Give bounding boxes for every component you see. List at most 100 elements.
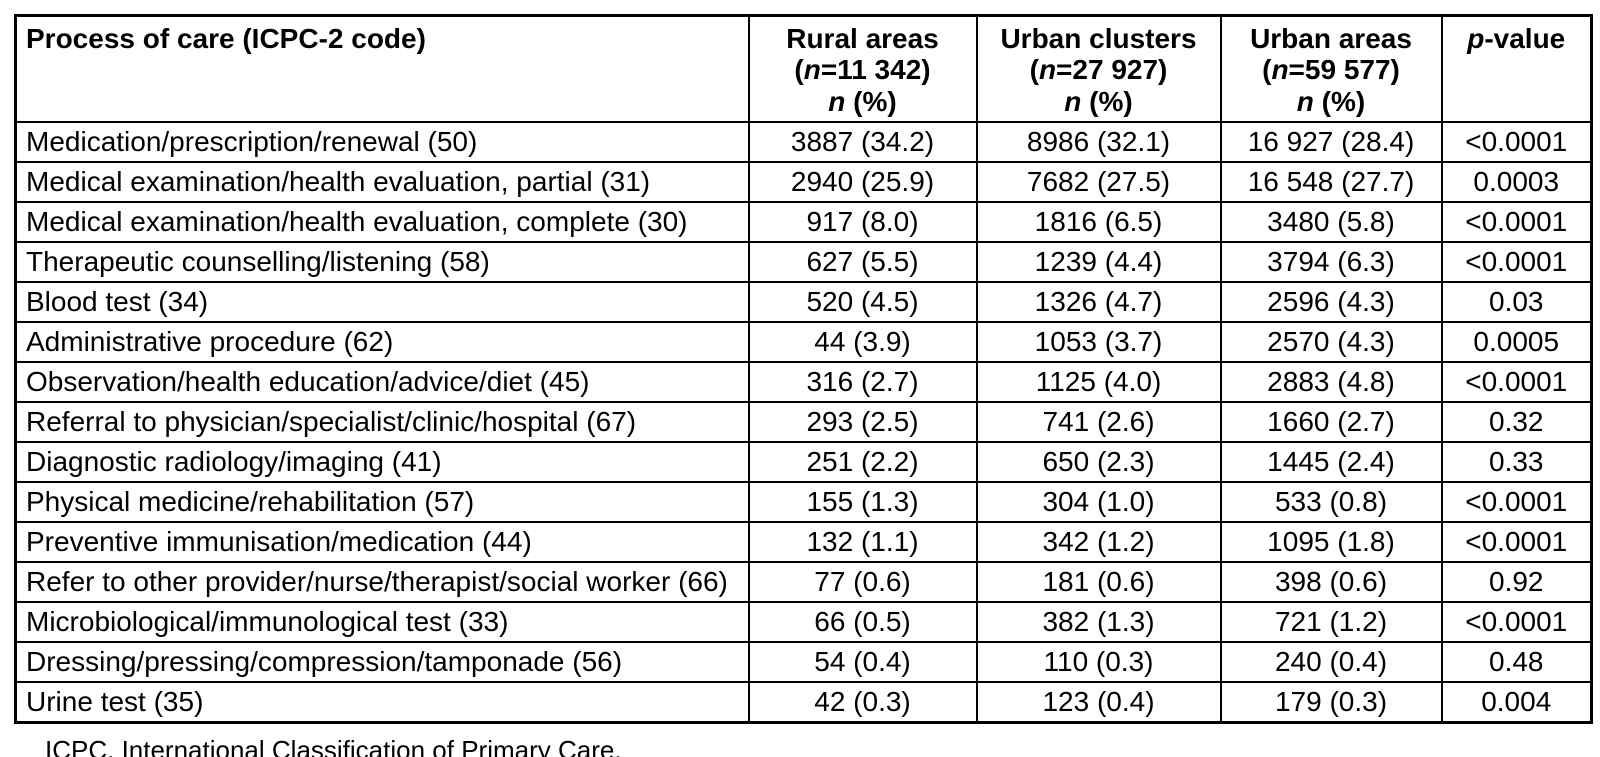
p-value: 0.32 [1440, 401, 1593, 444]
process-label: Therapeutic counselling/listening (58) [14, 241, 750, 284]
rural-value: 917 (8.0) [747, 201, 978, 244]
table-footnote: ICPC, International Classification of Pr… [45, 734, 622, 757]
table-row: Medical examination/health evaluation, p… [14, 161, 1593, 204]
table-container: Process of care (ICPC-2 code) Rural area… [14, 14, 1593, 757]
urban-clusters-value: 741 (2.6) [975, 401, 1222, 444]
urban-areas-value: 398 (0.6) [1219, 561, 1443, 604]
rural-value: 44 (3.9) [747, 321, 978, 364]
process-label: Administrative procedure (62) [14, 321, 750, 364]
col-title: Rural areas [786, 23, 939, 54]
urban-clusters-value: 1816 (6.5) [975, 201, 1222, 244]
urban-clusters-value: 1125 (4.0) [975, 361, 1222, 404]
process-label: Physical medicine/rehabilitation (57) [14, 481, 750, 524]
urban-areas-value: 3480 (5.8) [1219, 201, 1443, 244]
urban-areas-value: 1660 (2.7) [1219, 401, 1443, 444]
rural-value: 155 (1.3) [747, 481, 978, 524]
table-row: Diagnostic radiology/imaging (41) 251 (2… [14, 441, 1593, 484]
process-label: Refer to other provider/nurse/therapist/… [14, 561, 750, 604]
p-value: <0.0001 [1440, 481, 1593, 524]
col-header-p-value: p-value [1440, 14, 1593, 124]
table-row: Therapeutic counselling/listening (58) 6… [14, 241, 1593, 284]
process-label: Preventive immunisation/medication (44) [14, 521, 750, 564]
table-row: Refer to other provider/nurse/therapist/… [14, 561, 1593, 604]
urban-areas-value: 1095 (1.8) [1219, 521, 1443, 564]
rural-value: 54 (0.4) [747, 641, 978, 684]
rural-value: 77 (0.6) [747, 561, 978, 604]
table-row: Referral to physician/specialist/clinic/… [14, 401, 1593, 444]
urban-clusters-value: 110 (0.3) [975, 641, 1222, 684]
table-row: Preventive immunisation/medication (44) … [14, 521, 1593, 564]
p-value: <0.0001 [1440, 601, 1593, 644]
p-value: <0.0001 [1440, 201, 1593, 244]
process-label: Microbiological/immunological test (33) [14, 601, 750, 644]
table-row: Observation/health education/advice/diet… [14, 361, 1593, 404]
col-header-process-of-care: Process of care (ICPC-2 code) [14, 14, 750, 124]
urban-areas-value: 240 (0.4) [1219, 641, 1443, 684]
p-value: <0.0001 [1440, 361, 1593, 404]
p-value: 0.004 [1440, 681, 1593, 724]
urban-clusters-value: 1239 (4.4) [975, 241, 1222, 284]
process-of-care-table: Process of care (ICPC-2 code) Rural area… [14, 14, 1593, 724]
p-value: 0.48 [1440, 641, 1593, 684]
rural-value: 3887 (34.2) [747, 121, 978, 164]
urban-clusters-value: 7682 (27.5) [975, 161, 1222, 204]
rural-value: 42 (0.3) [747, 681, 978, 724]
table-row: Microbiological/immunological test (33) … [14, 601, 1593, 644]
urban-clusters-value: 382 (1.3) [975, 601, 1222, 644]
col-sample-size: (n=27 927) [1029, 54, 1168, 86]
table-row: Physical medicine/rehabilitation (57) 15… [14, 481, 1593, 524]
urban-areas-value: 533 (0.8) [1219, 481, 1443, 524]
table-row: Urine test (35) 42 (0.3) 123 (0.4) 179 (… [14, 681, 1593, 724]
p-value: 0.0003 [1440, 161, 1593, 204]
urban-areas-value: 721 (1.2) [1219, 601, 1443, 644]
table-row: Medical examination/health evaluation, c… [14, 201, 1593, 244]
process-label: Urine test (35) [14, 681, 750, 724]
p-value: <0.0001 [1440, 521, 1593, 564]
p-value: 0.03 [1440, 281, 1593, 324]
col-title: Urban clusters [1000, 23, 1197, 54]
urban-areas-value: 16 927 (28.4) [1219, 121, 1443, 164]
urban-clusters-value: 304 (1.0) [975, 481, 1222, 524]
rural-value: 251 (2.2) [747, 441, 978, 484]
rural-value: 66 (0.5) [747, 601, 978, 644]
process-label: Referral to physician/specialist/clinic/… [14, 401, 750, 444]
col-sample-size: (n=11 342) [794, 54, 931, 86]
col-title: Urban areas [1250, 23, 1412, 54]
urban-areas-value: 2883 (4.8) [1219, 361, 1443, 404]
process-label: Medication/prescription/renewal (50) [14, 121, 750, 164]
rural-value: 132 (1.1) [747, 521, 978, 564]
rural-value: 316 (2.7) [747, 361, 978, 404]
urban-areas-value: 2596 (4.3) [1219, 281, 1443, 324]
process-label: Medical examination/health evaluation, p… [14, 161, 750, 204]
urban-areas-value: 2570 (4.3) [1219, 321, 1443, 364]
p-value: 0.33 [1440, 441, 1593, 484]
urban-clusters-value: 1053 (3.7) [975, 321, 1222, 364]
urban-clusters-value: 342 (1.2) [975, 521, 1222, 564]
process-label: Dressing/pressing/compression/tamponade … [14, 641, 750, 684]
table-row: Administrative procedure (62) 44 (3.9) 1… [14, 321, 1593, 364]
urban-clusters-value: 1326 (4.7) [975, 281, 1222, 324]
col-sample-size: (n=59 577) [1262, 54, 1400, 86]
col-header-rural-areas: Rural areas (n=11 342) n (%) [747, 14, 978, 124]
rural-value: 2940 (25.9) [747, 161, 978, 204]
process-label: Blood test (34) [14, 281, 750, 324]
col-header-urban-areas: Urban areas (n=59 577) n (%) [1219, 14, 1443, 124]
process-label: Observation/health education/advice/diet… [14, 361, 750, 404]
urban-clusters-value: 8986 (32.1) [975, 121, 1222, 164]
table-row: Medication/prescription/renewal (50) 388… [14, 121, 1593, 164]
col-header-urban-clusters: Urban clusters (n=27 927) n (%) [975, 14, 1222, 124]
process-label: Diagnostic radiology/imaging (41) [14, 441, 750, 484]
p-value: <0.0001 [1440, 241, 1593, 284]
table-row: Dressing/pressing/compression/tamponade … [14, 641, 1593, 684]
col-unit: n (%) [1064, 85, 1133, 117]
col-unit: n (%) [828, 85, 897, 117]
urban-clusters-value: 181 (0.6) [975, 561, 1222, 604]
p-value: 0.92 [1440, 561, 1593, 604]
urban-areas-value: 1445 (2.4) [1219, 441, 1443, 484]
urban-areas-value: 3794 (6.3) [1219, 241, 1443, 284]
col-unit: n (%) [1296, 85, 1366, 117]
rural-value: 520 (4.5) [747, 281, 978, 324]
urban-areas-value: 16 548 (27.7) [1219, 161, 1443, 204]
urban-areas-value: 179 (0.3) [1219, 681, 1443, 724]
rural-value: 627 (5.5) [747, 241, 978, 284]
